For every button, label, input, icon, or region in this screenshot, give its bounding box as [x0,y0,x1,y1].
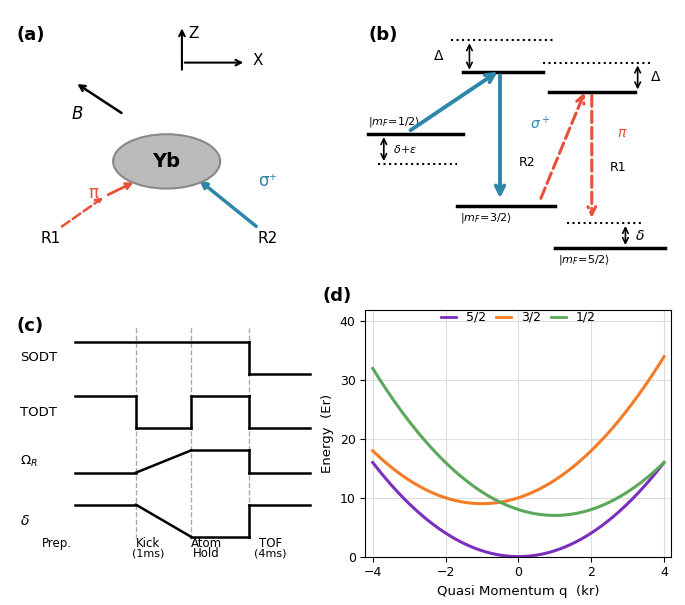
3/2 [510,495,518,503]
Text: $|m_F\!=\!1/2\rangle$: $|m_F\!=\!1/2\rangle$ [369,116,421,129]
5/2 [608,514,616,522]
1/2 [653,465,662,472]
Text: (1ms): (1ms) [132,549,164,558]
Text: $\Omega_R$: $\Omega_R$ [20,454,38,469]
3/2 [508,496,516,503]
Text: π: π [88,185,98,203]
Text: $\delta\!+\!\varepsilon$: $\delta\!+\!\varepsilon$ [393,143,417,155]
Text: $\Delta$: $\Delta$ [650,70,661,85]
Text: (b): (b) [369,25,398,44]
Text: X: X [252,53,263,68]
Text: Z: Z [188,25,199,41]
5/2 [660,459,668,466]
5/2 [653,467,662,474]
Text: $\delta$: $\delta$ [20,514,29,528]
Text: Hold: Hold [193,546,220,560]
Text: $\sigma^+$: $\sigma^+$ [530,115,550,132]
5/2 [509,553,517,560]
Text: B: B [72,105,83,123]
1/2 [507,503,515,511]
1/2 [551,512,559,519]
Text: $\delta$: $\delta$ [634,229,645,243]
3/2 [369,447,377,454]
Text: $|m_F\!=\!5/2\rangle$: $|m_F\!=\!5/2\rangle$ [558,253,610,267]
Legend: 5/2, 3/2, 1/2: 5/2, 3/2, 1/2 [436,306,601,329]
3/2 [543,482,551,489]
5/2 [543,549,551,557]
5/2 [507,553,515,560]
Text: R2: R2 [258,231,277,246]
Text: R2: R2 [519,156,535,169]
Line: 5/2: 5/2 [373,462,664,557]
1/2 [608,497,616,505]
Text: R1: R1 [610,162,627,174]
Text: SODT: SODT [20,352,57,364]
3/2 [527,489,535,497]
Line: 1/2: 1/2 [373,368,664,515]
Text: TOF: TOF [259,537,282,550]
Text: (d): (d) [323,287,352,305]
Text: Kick: Kick [136,537,160,550]
Text: $\pi$: $\pi$ [617,126,627,140]
1/2 [509,504,517,511]
Text: TODT: TODT [20,405,57,419]
Text: Atom: Atom [191,537,222,550]
1/2 [526,509,534,517]
X-axis label: Quasi Momentum q  (kr): Quasi Momentum q (kr) [437,585,599,598]
5/2 [369,459,377,466]
Text: R1: R1 [40,231,60,246]
3/2 [477,500,486,508]
Text: σ⁺: σ⁺ [258,172,277,190]
1/2 [542,511,550,518]
Text: (a): (a) [16,25,45,44]
Text: $|m_F\!=\!3/2\rangle$: $|m_F\!=\!3/2\rangle$ [460,211,512,225]
3/2 [660,353,668,361]
1/2 [369,365,377,372]
Text: $\Delta$: $\Delta$ [433,50,445,64]
5/2 [514,553,523,560]
3/2 [653,363,662,370]
Ellipse shape [113,134,220,189]
Y-axis label: Energy  (Er): Energy (Er) [321,393,334,473]
Text: Prep.: Prep. [42,537,71,550]
Text: (c): (c) [16,317,44,335]
Text: (4ms): (4ms) [254,549,287,558]
Text: Yb: Yb [153,152,181,171]
1/2 [660,459,668,466]
3/2 [608,425,616,432]
Line: 3/2: 3/2 [373,357,664,504]
5/2 [527,552,535,560]
